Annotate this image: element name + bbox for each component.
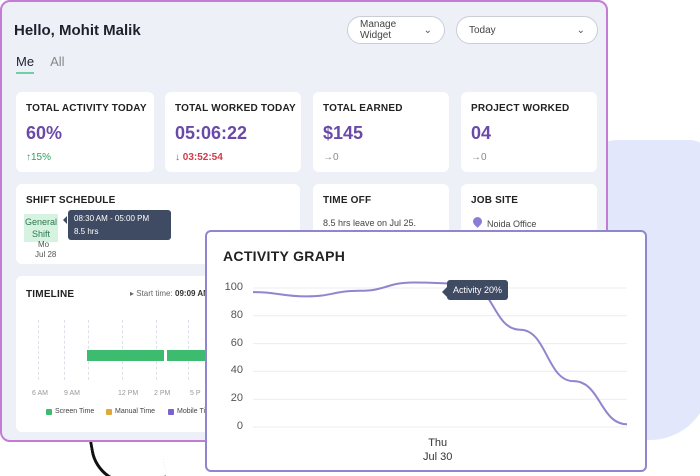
card-delta: →0 <box>471 152 487 163</box>
start-time-value: 09:09 AM <box>175 289 210 298</box>
chevron-down-icon: ⌄ <box>423 24 432 36</box>
total-earned-card[interactable]: TOTAL EARNED $145 →0 <box>313 92 449 172</box>
legend-screen-time: Screen Time <box>46 408 94 415</box>
view-tabs: Me All <box>16 54 65 74</box>
card-label: TOTAL EARNED <box>323 103 403 114</box>
timeline-tick: 12 PM <box>118 390 139 397</box>
greeting-title: Hello, Mohit Malik <box>14 22 141 39</box>
card-delta: ↑15% <box>26 152 52 163</box>
timeline-gridline <box>64 320 65 380</box>
card-label: TIMELINE <box>26 289 75 300</box>
location-pin-icon <box>471 215 484 228</box>
total-activity-card[interactable]: TOTAL ACTIVITY TODAY 60% ↑15% <box>16 92 154 172</box>
manage-widget-dropdown[interactable]: Manage Widget ⌄ <box>347 16 445 44</box>
timeline-gridline <box>38 320 39 380</box>
y-tick-label: 60 <box>230 336 243 349</box>
total-worked-card[interactable]: TOTAL WORKED TODAY 05:06:22 ↓ 03:52:54 <box>165 92 301 172</box>
job-site-location: Noida Office <box>487 219 537 229</box>
y-tick-label: 80 <box>230 308 243 321</box>
timeline-tick: 6 AM <box>32 390 48 397</box>
graph-title: ACTIVITY GRAPH <box>223 248 346 264</box>
legend-swatch <box>168 408 174 415</box>
tab-me[interactable]: Me <box>16 54 35 74</box>
legend-swatch <box>106 408 112 415</box>
activity-tooltip: Activity 20% <box>441 280 509 300</box>
timeline-tick: 9 AM <box>64 390 80 397</box>
shift-chip[interactable]: General Shift <box>24 214 58 242</box>
card-label: TOTAL WORKED TODAY <box>175 103 296 114</box>
legend-label: Screen Time <box>55 408 95 415</box>
activity-chart <box>252 281 628 428</box>
legend-label: Manual Time <box>115 408 156 415</box>
shift-date: Jul 28 <box>35 250 57 259</box>
y-tick-label: 0 <box>236 420 243 432</box>
card-value: 60% <box>26 123 63 143</box>
screen-time-bar[interactable] <box>87 350 164 361</box>
dashboard-panel: Hello, Mohit Malik Manage Widget ⌄ Today… <box>0 0 608 442</box>
card-label: JOB SITE <box>471 195 519 206</box>
card-delta: ↓ 03:52:54 <box>175 152 223 163</box>
card-label: SHIFT SCHEDULE <box>26 195 116 206</box>
legend-mobile-time: Mobile Ti <box>168 408 205 415</box>
timeline-tick: 5 P <box>190 390 201 397</box>
card-value: $145 <box>323 123 364 143</box>
shift-tooltip: 08:30 AM - 05:00 PM 8.5 hrs <box>63 210 171 240</box>
card-label: TOTAL ACTIVITY TODAY <box>26 103 147 114</box>
manage-widget-label: Manage Widget <box>360 19 397 41</box>
screen-time-bar[interactable] <box>167 350 207 361</box>
card-label: PROJECT WORKED <box>471 103 570 114</box>
shift-day: Mo <box>38 240 50 249</box>
tooltip-hours: 8.5 hrs <box>74 227 99 236</box>
date-range-dropdown[interactable]: Today ⌄ <box>456 16 598 44</box>
time-off-text: 8.5 hrs leave on Jul 25. <box>323 218 417 228</box>
project-worked-card[interactable]: PROJECT WORKED 04 →0 <box>461 92 597 172</box>
x-label-day: Thu <box>428 437 448 449</box>
shift-schedule-card[interactable]: SHIFT SCHEDULE General Shift 08:30 AM - … <box>16 184 300 264</box>
y-tick-label: 40 <box>230 364 243 377</box>
y-tick-label: 100 <box>224 281 243 293</box>
x-axis-label: Thu Jul 30 <box>423 436 452 464</box>
y-tick-label: 20 <box>230 392 243 405</box>
chevron-down-icon: ⌄ <box>576 24 585 36</box>
x-label-date: Jul 30 <box>423 451 453 463</box>
timeline-tick: 2 PM <box>154 390 171 397</box>
legend-manual-time: Manual Time <box>106 408 155 415</box>
card-delta: →0 <box>323 152 339 163</box>
date-range-label: Today <box>469 24 496 36</box>
activity-graph-panel[interactable]: ACTIVITY GRAPH 0 20 40 60 80 100 Activity 20%… <box>205 230 647 472</box>
legend-label: Mobile Ti <box>177 408 206 415</box>
start-time-label: ▸ Start time: <box>130 289 173 298</box>
legend-swatch <box>46 408 52 415</box>
card-value: 04 <box>471 123 492 143</box>
card-label: TIME OFF <box>323 195 372 206</box>
activity-series-line <box>252 281 628 426</box>
tooltip-time: 08:30 AM - 05:00 PM <box>74 214 150 223</box>
tab-all[interactable]: All <box>50 54 65 69</box>
card-value: 05:06:22 <box>175 123 248 143</box>
